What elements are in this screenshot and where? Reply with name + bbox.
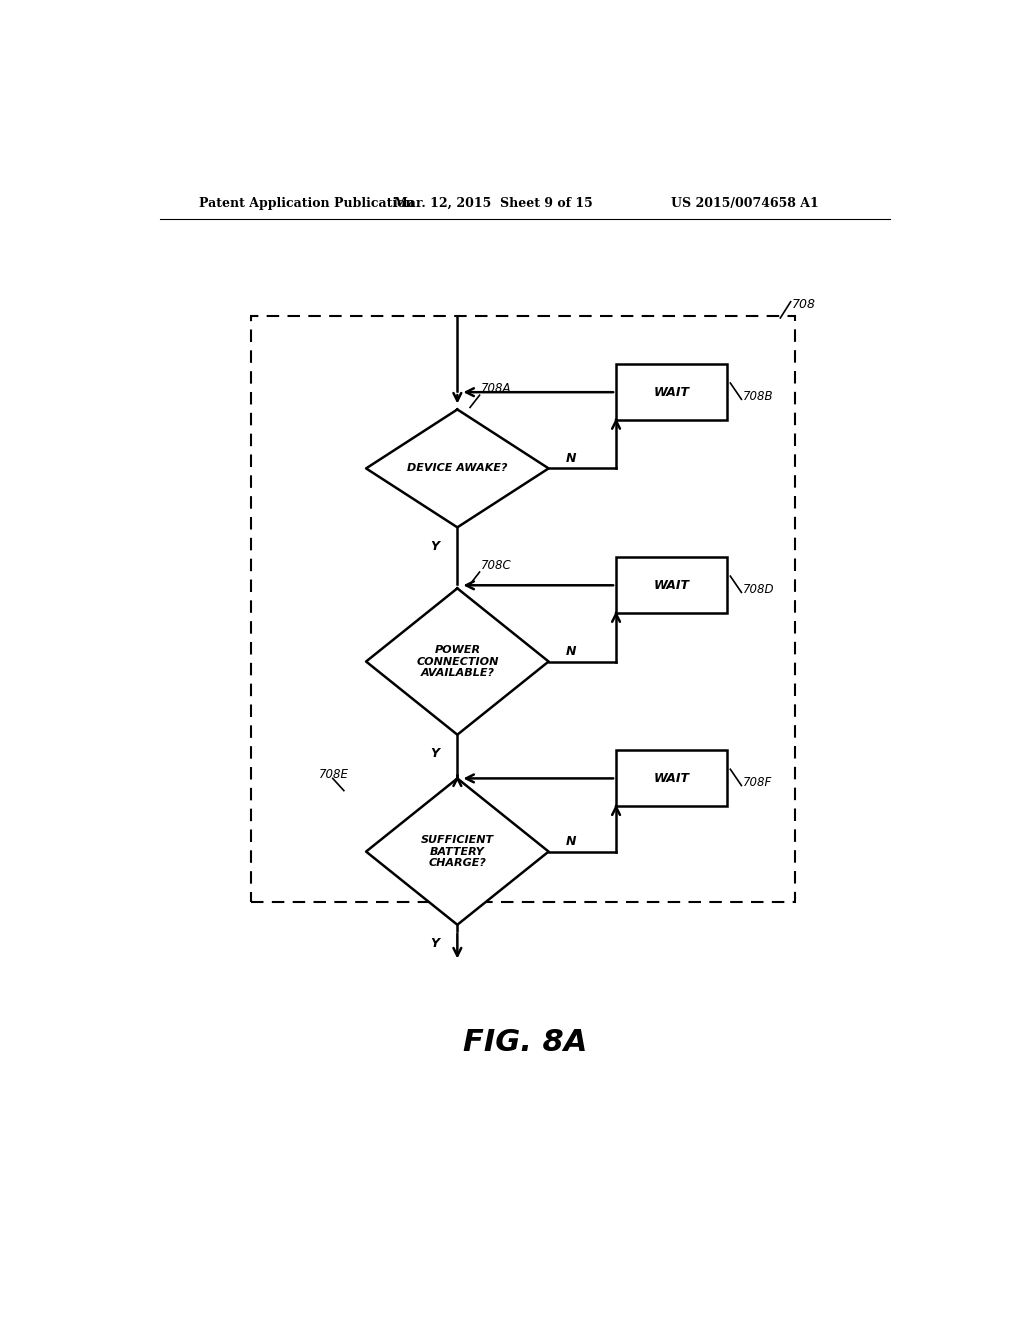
Text: 708B: 708B (743, 389, 773, 403)
Polygon shape (367, 409, 549, 528)
Polygon shape (367, 589, 549, 735)
Text: US 2015/0074658 A1: US 2015/0074658 A1 (671, 197, 818, 210)
Polygon shape (367, 779, 549, 925)
Text: 708A: 708A (481, 383, 512, 395)
Text: 708E: 708E (318, 768, 348, 781)
Text: N: N (566, 645, 577, 657)
Text: N: N (566, 836, 577, 847)
Text: 708F: 708F (743, 776, 772, 789)
Text: 708: 708 (793, 298, 816, 312)
Text: DEVICE AWAKE?: DEVICE AWAKE? (408, 463, 508, 474)
Text: WAIT: WAIT (653, 772, 689, 785)
Text: FIG. 8A: FIG. 8A (463, 1028, 587, 1057)
Text: Y: Y (431, 540, 439, 553)
Text: Y: Y (431, 747, 439, 760)
Text: POWER
CONNECTION
AVAILABLE?: POWER CONNECTION AVAILABLE? (416, 645, 499, 678)
Text: Patent Application Publication: Patent Application Publication (200, 197, 415, 210)
Text: N: N (566, 451, 577, 465)
Text: 708D: 708D (743, 583, 774, 595)
Text: SUFFICIENT
BATTERY
CHARGE?: SUFFICIENT BATTERY CHARGE? (421, 836, 494, 869)
Text: Mar. 12, 2015  Sheet 9 of 15: Mar. 12, 2015 Sheet 9 of 15 (393, 197, 593, 210)
Text: 708C: 708C (481, 560, 512, 572)
Bar (616, 557, 727, 614)
Text: Y: Y (431, 937, 439, 950)
Text: WAIT: WAIT (653, 578, 689, 591)
Text: WAIT: WAIT (653, 385, 689, 399)
Bar (616, 751, 727, 807)
Bar (616, 364, 727, 420)
